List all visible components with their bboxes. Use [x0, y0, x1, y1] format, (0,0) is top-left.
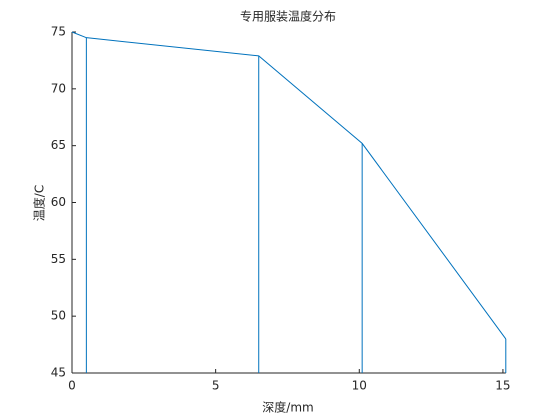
y-tick-label: 60	[51, 195, 66, 209]
chart-title: 专用服装温度分布	[240, 9, 336, 24]
y-tick-label: 65	[51, 138, 66, 152]
y-axis-label: 温度/C	[32, 185, 47, 221]
y-tick-label: 45	[51, 366, 66, 380]
x-axis-label: 深度/mm	[262, 400, 313, 415]
x-tick-label: 15	[495, 379, 510, 393]
data-line	[71, 31, 507, 340]
y-tick-label: 55	[51, 252, 66, 266]
x-tick-label: 0	[68, 379, 76, 393]
y-tick-label: 50	[51, 309, 66, 323]
y-tick-label: 70	[51, 81, 66, 95]
x-tick-label: 5	[212, 379, 220, 393]
x-tick-label: 10	[352, 379, 367, 393]
y-tick-label: 75	[51, 25, 66, 39]
